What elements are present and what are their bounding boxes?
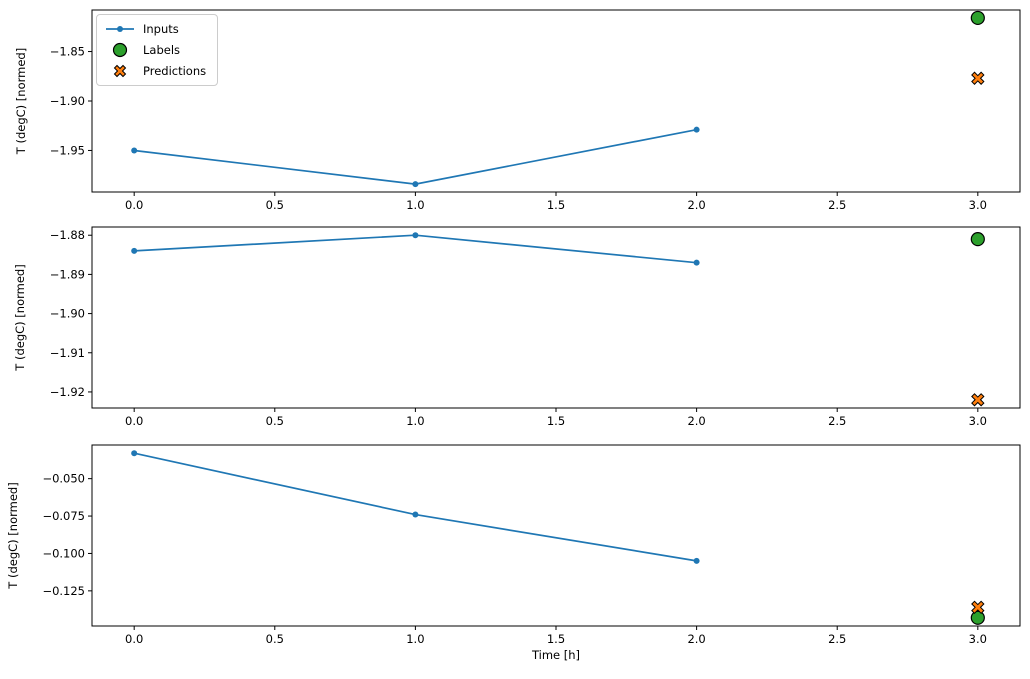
x-tick-label: 1.0 <box>406 198 424 212</box>
inputs-marker <box>693 557 700 564</box>
x-tick-label: 3.0 <box>969 198 987 212</box>
inputs-marker <box>131 147 138 154</box>
inputs-marker <box>693 126 700 133</box>
x-tick-label: 1.0 <box>406 632 424 646</box>
x-tick-label: 1.0 <box>406 414 424 428</box>
inputs-line <box>134 452 697 562</box>
legend-label-predictions: Predictions <box>143 64 207 78</box>
inputs-line-dot-icon <box>106 26 134 32</box>
x-tick-label: 3.0 <box>969 632 987 646</box>
x-tick-label: 2.0 <box>687 414 705 428</box>
y-tick-label: −1.90 <box>50 307 85 321</box>
y-tick-label: −1.95 <box>50 143 85 157</box>
x-tick-label: 0.5 <box>266 632 284 646</box>
y-axis-label: T (degC) [normed] <box>13 264 27 371</box>
x-tick-label: 1.5 <box>547 198 565 212</box>
inputs-marker <box>412 181 419 188</box>
inputs-line <box>134 128 697 185</box>
x-tick-label: 1.5 <box>547 632 565 646</box>
y-axis-label: T (degC) [normed] <box>6 482 20 589</box>
x-tick-label: 2.5 <box>828 198 846 212</box>
labels-circle-icon <box>112 42 128 58</box>
legend-item-labels: Labels <box>105 41 206 59</box>
y-axis-label: T (degC) [normed] <box>14 48 28 155</box>
inputs-marker <box>131 450 138 457</box>
legend-label-inputs: Inputs <box>143 22 179 36</box>
predictions-marker <box>971 393 985 407</box>
labels-marker <box>970 610 985 625</box>
inputs-marker <box>131 247 138 254</box>
predictions-x-icon <box>113 64 127 78</box>
subplot-2: 0.0 0.5 1.0 1.5 2.0 2.5 3.0 −1.88 −1.89 −1.90 −1.9… <box>13 226 1021 428</box>
x-tick-label: 3.0 <box>969 414 987 428</box>
x-tick-label: 0.0 <box>125 414 143 428</box>
x-tick-label: 2.0 <box>687 198 705 212</box>
predictions-marker <box>971 71 985 85</box>
x-tick-label: 0.5 <box>266 198 284 212</box>
y-tick-label: −0.075 <box>42 509 85 523</box>
y-tick-label: −1.91 <box>50 346 85 360</box>
labels-marker <box>970 232 985 247</box>
y-tick-label: −1.92 <box>50 385 85 399</box>
x-tick-label: 0.5 <box>266 414 284 428</box>
inputs-marker <box>412 511 419 518</box>
axes-spine <box>91 444 1021 627</box>
labels-marker <box>970 10 985 26</box>
x-tick-label: 0.0 <box>125 198 143 212</box>
y-tick-label: −0.050 <box>42 472 85 486</box>
axes-spine <box>91 9 1021 193</box>
x-tick-label: 2.5 <box>828 414 846 428</box>
y-tick-label: −0.125 <box>42 584 85 598</box>
y-tick-label: −1.90 <box>50 94 85 108</box>
inputs-line <box>134 234 697 264</box>
subplot-3: 0.0 0.5 1.0 1.5 2.0 2.5 3.0 −0.050 −0.075 −0.100 −… <box>6 444 1021 662</box>
inputs-marker <box>412 232 419 239</box>
legend: Inputs Labels Predictions <box>96 14 219 86</box>
axes-spine <box>91 226 1021 409</box>
x-tick-label: 0.0 <box>125 632 143 646</box>
y-tick-label: −1.88 <box>50 228 85 242</box>
legend-item-inputs: Inputs <box>105 20 206 38</box>
y-tick-label: −1.85 <box>50 45 85 59</box>
legend-item-predictions: Predictions <box>105 62 206 80</box>
predictions-marker <box>971 600 985 615</box>
y-tick-label: −0.100 <box>42 546 85 560</box>
x-tick-label: 2.5 <box>828 632 846 646</box>
x-axis-label: Time [h] <box>531 648 580 662</box>
subplot-1: 0.0 0.5 1.0 1.5 2.0 2.5 3.0 −1.85 −1.90 −1.95 T (d… <box>14 9 1021 212</box>
inputs-marker <box>693 259 700 266</box>
legend-label-labels: Labels <box>143 43 181 57</box>
x-tick-label: 2.0 <box>687 632 705 646</box>
y-tick-label: −1.89 <box>50 267 85 281</box>
x-tick-label: 1.5 <box>547 414 565 428</box>
